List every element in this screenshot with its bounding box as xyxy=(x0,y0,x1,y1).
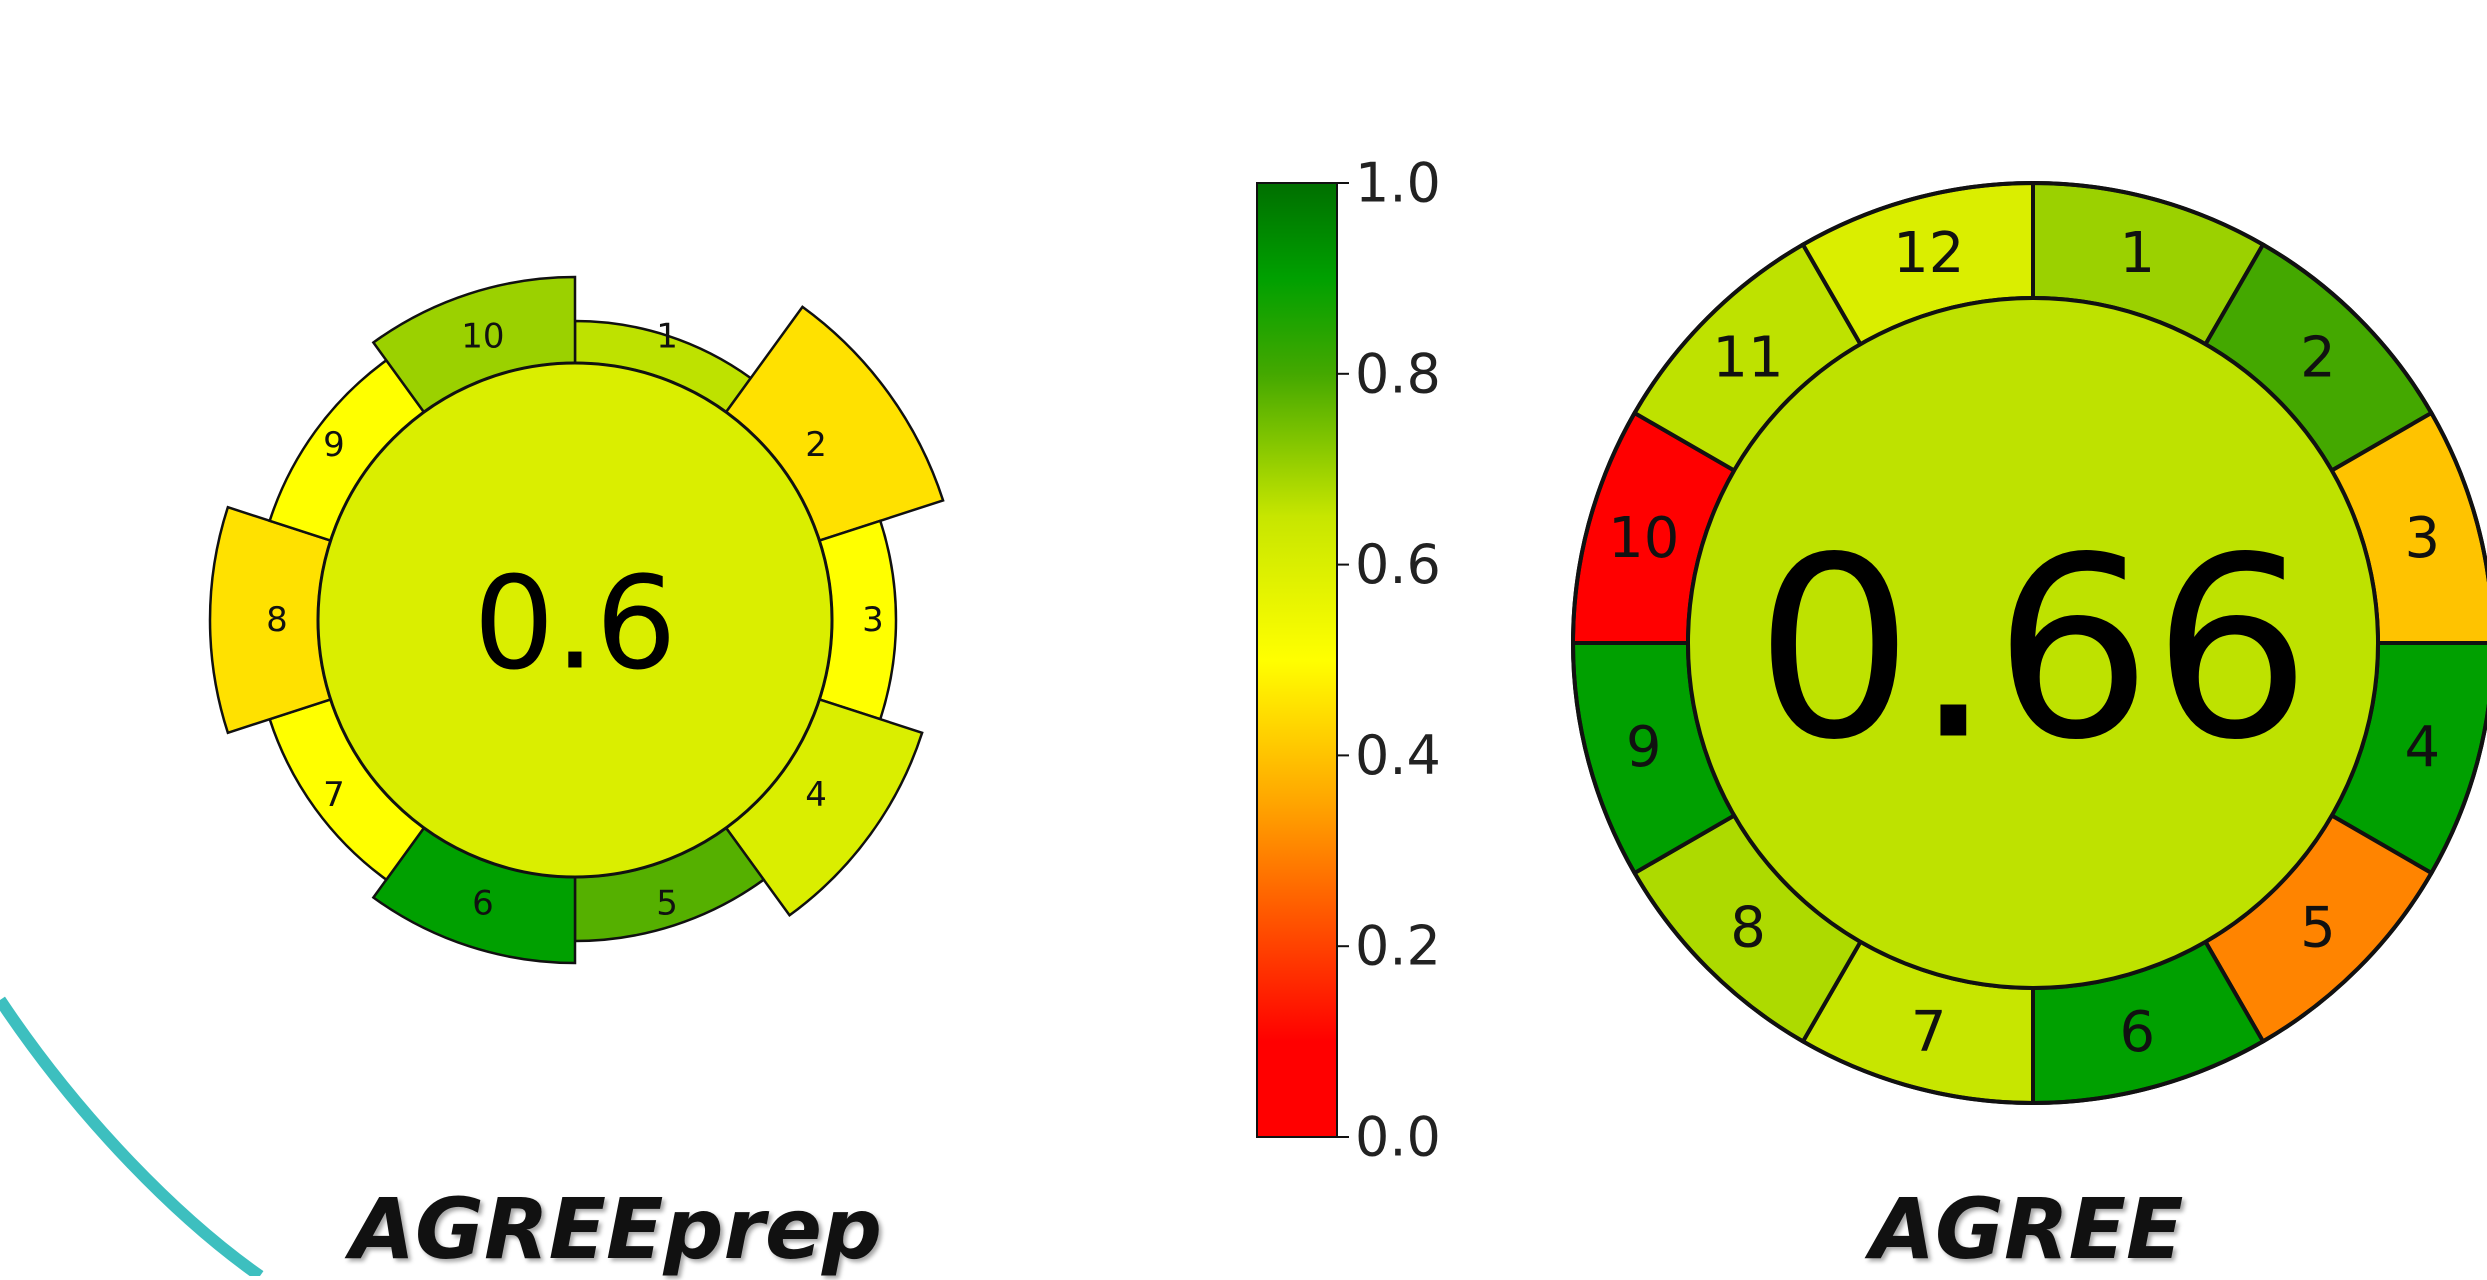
agreeprep-segment-label-3: 3 xyxy=(862,600,884,640)
agree-caption: AGREE xyxy=(1870,1180,2184,1278)
agree-segment-label-6: 6 xyxy=(2119,1000,2155,1065)
colorbar-tick-label: 0.4 xyxy=(1355,724,1441,787)
colorbar-bar xyxy=(1256,182,1338,1138)
agree-segment-label-8: 8 xyxy=(1730,895,1766,960)
decorative-teal-curve xyxy=(0,996,264,1280)
agreeprep-segment-label-4: 4 xyxy=(805,775,827,815)
agreeprep-segment-label-2: 2 xyxy=(805,425,827,465)
agree-outer-ring xyxy=(1571,181,2487,1105)
agreeprep-center-circle xyxy=(316,361,834,879)
agreeprep-pictogram: 1 2 3 4 5 6 7 8 9 10 0.6 xyxy=(208,275,945,965)
agreeprep-segment-label-7: 7 xyxy=(323,775,345,815)
agree-segment-label-12: 12 xyxy=(1893,221,1964,286)
agreeprep-caption: AGREEprep xyxy=(350,1180,883,1278)
colorbar-tick-label: 0.8 xyxy=(1355,342,1441,405)
agree-segment-label-4: 4 xyxy=(2404,715,2440,780)
agreeprep-segment-label-10: 10 xyxy=(461,317,504,357)
agree-center-circle xyxy=(1686,296,2380,990)
agree-segment-label-11: 11 xyxy=(1712,326,1783,391)
agree-segment-label-2: 2 xyxy=(2300,326,2336,391)
agree-segment-label-1: 1 xyxy=(2119,221,2155,286)
agree-segment-label-9: 9 xyxy=(1626,715,1662,780)
agreeprep-segment-label-6: 6 xyxy=(472,883,494,923)
agree-segment-label-3: 3 xyxy=(2404,506,2440,571)
agreeprep-segment-label-9: 9 xyxy=(323,425,345,465)
agree-segment-label-10: 10 xyxy=(1608,506,1679,571)
agreeprep-segment-label-8: 8 xyxy=(266,600,288,640)
colorbar-tick-label: 0.2 xyxy=(1355,915,1441,978)
agreeprep-segment-label-1: 1 xyxy=(656,317,678,357)
agreeprep-score: 0.6 xyxy=(473,550,677,699)
colorbar-tick-label: 0.6 xyxy=(1355,533,1441,596)
agreeprep-segment-label-5: 5 xyxy=(656,883,678,923)
agree-segment-label-5: 5 xyxy=(2300,895,2336,960)
colorbar-tick-label: 0.0 xyxy=(1355,1106,1441,1169)
colorbar-tick-label: 1.0 xyxy=(1355,152,1441,215)
colorbar: 0.0 0.2 0.4 0.6 0.8 1.0 xyxy=(1256,152,1441,1169)
agree-score: 0.66 xyxy=(1755,504,2312,795)
agree-segment-label-7: 7 xyxy=(1911,1000,1947,1065)
